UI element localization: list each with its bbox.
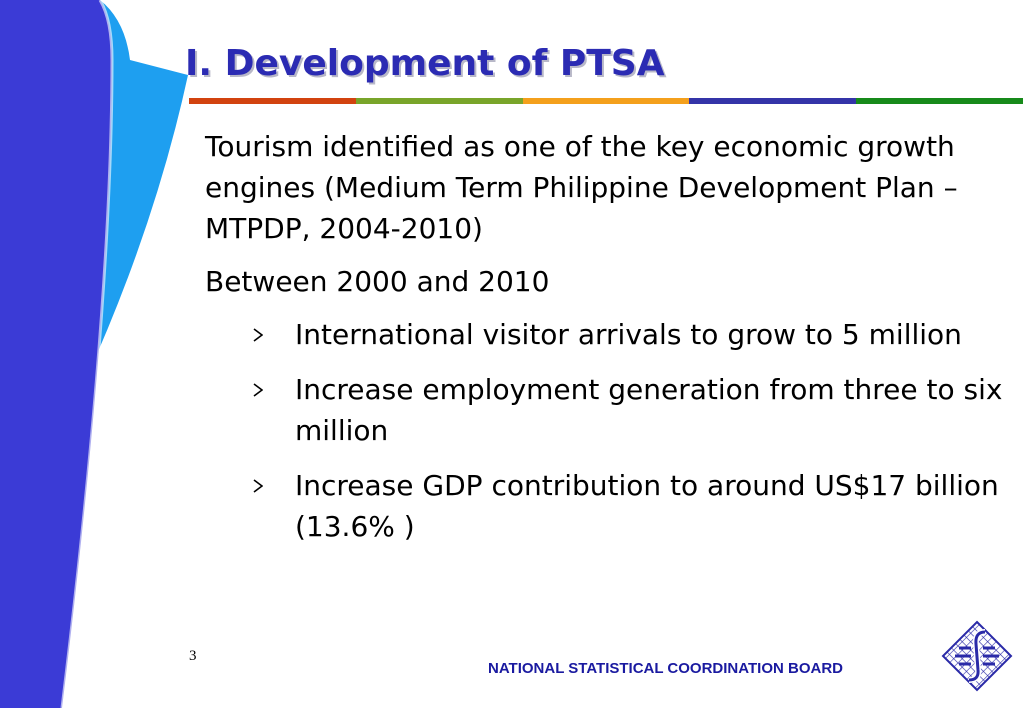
side-band-dark: [0, 0, 112, 708]
side-edge-highlight: [60, 0, 114, 708]
arrow-bullet-icon: [253, 328, 263, 342]
arrow-bullet-icon: [253, 479, 263, 493]
bullet-text: International visitor arrivals to grow t…: [295, 318, 962, 351]
slide-title: I. Development of PTSA: [185, 43, 665, 84]
bullet-item: International visitor arrivals to grow t…: [205, 314, 1015, 355]
side-decoration: [0, 0, 188, 708]
rule-segment: [856, 98, 1023, 104]
rule-segment: [522, 98, 690, 104]
nscb-logo-icon: [941, 620, 1013, 692]
page-number: 3: [189, 648, 197, 664]
rule-segment: [689, 98, 857, 104]
bullet-item: Increase employment generation from thre…: [205, 369, 1015, 451]
rule-segment: [355, 98, 523, 104]
bullet-text: Increase GDP contribution to around US$1…: [295, 469, 999, 543]
footer-organization: NATIONAL STATISTICAL COORDINATION BOARD: [488, 660, 843, 677]
rule-segment: [189, 98, 356, 104]
body-paragraph: Tourism identified as one of the key eco…: [205, 130, 958, 245]
title-color-rule: [189, 98, 1023, 104]
bullet-text: Increase employment generation from thre…: [295, 373, 1003, 447]
slide-body: Tourism identified as one of the key eco…: [205, 126, 1015, 561]
body-paragraph: Between 2000 and 2010: [205, 265, 550, 298]
arrow-bullet-icon: [253, 383, 263, 397]
bullet-item: Increase GDP contribution to around US$1…: [205, 465, 1015, 547]
